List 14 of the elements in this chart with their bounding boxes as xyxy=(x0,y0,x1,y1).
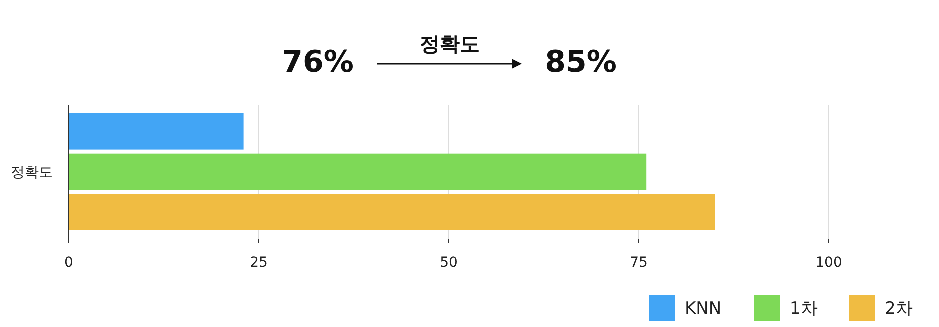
text: 85% xyxy=(545,45,617,80)
legend-label: 1차 xyxy=(790,299,818,319)
text: 76% xyxy=(282,45,354,80)
x-tick-label: 100 xyxy=(816,255,842,271)
legend-label: KNN xyxy=(685,299,722,319)
x-tick-label: 75 xyxy=(630,255,648,271)
bar xyxy=(69,194,715,230)
bar xyxy=(69,154,647,190)
x-tick-label: 0 xyxy=(64,255,74,271)
bar xyxy=(69,114,244,150)
text: 정확도 xyxy=(420,32,480,56)
x-tick-label: 50 xyxy=(440,255,458,271)
x-tick-label: 25 xyxy=(250,255,268,271)
legend-label: 2차 xyxy=(885,299,913,319)
